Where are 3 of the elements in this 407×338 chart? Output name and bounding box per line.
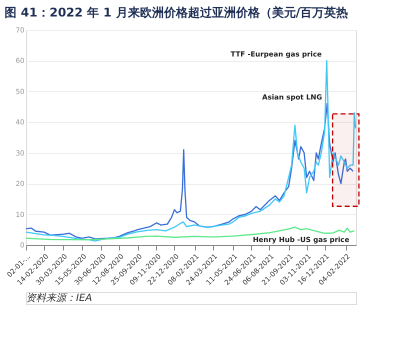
line-series [25, 60, 356, 242]
text: 资料来源：IEA [26, 292, 92, 304]
chart-title: 图 41：2022 年 1 月来欧洲价格超过亚洲价格（美元/百万英热 [4, 6, 348, 20]
